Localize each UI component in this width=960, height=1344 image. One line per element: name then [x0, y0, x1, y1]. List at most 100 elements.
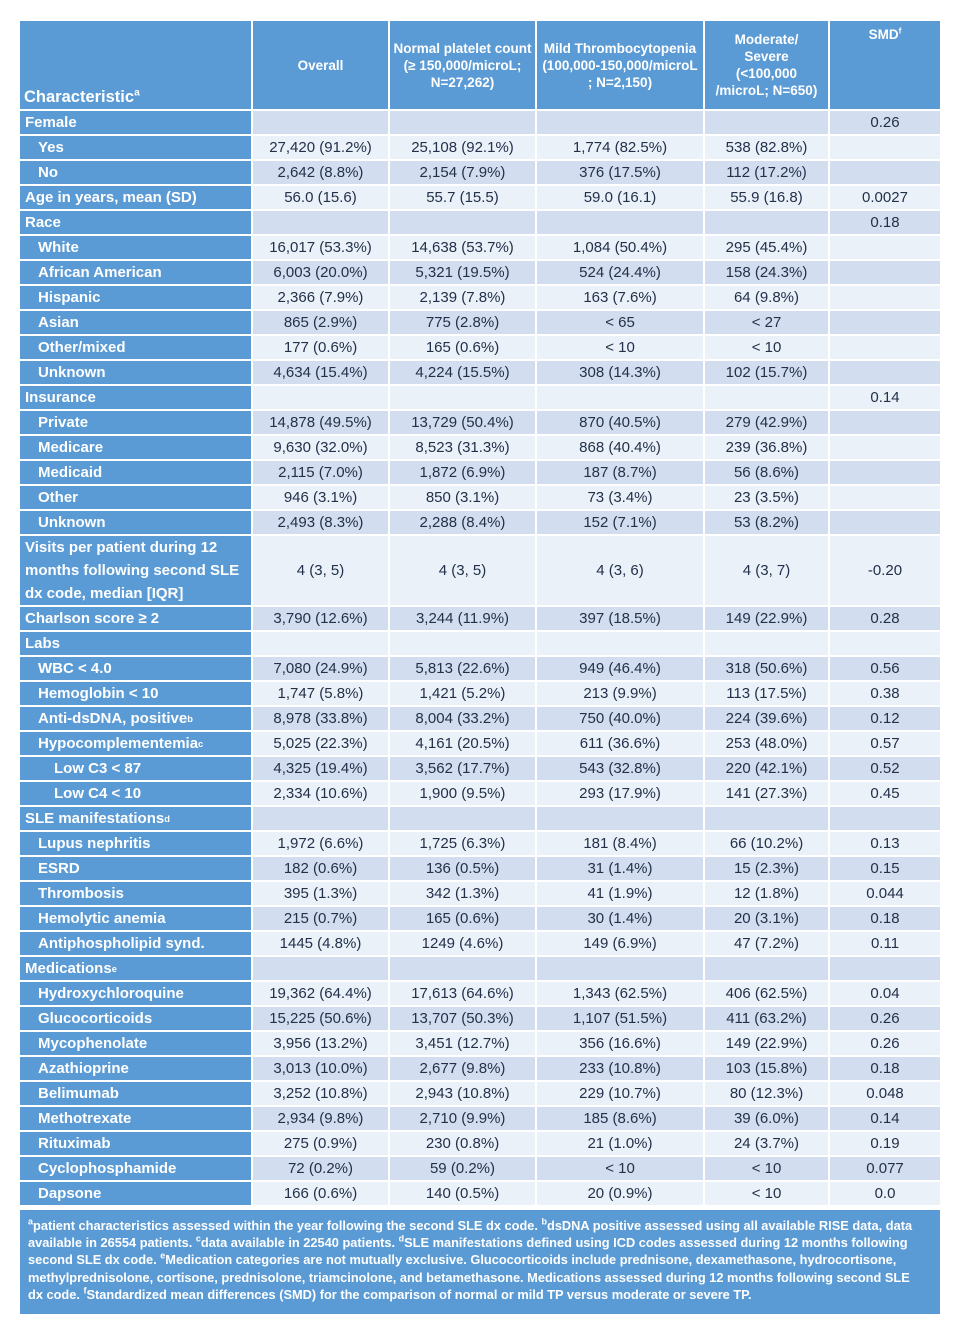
table-row: Thrombosis 395 (1.3%) 342 (1.3%) 41 (1.9%) 1… [20, 882, 940, 907]
data-cell: 103 (15.8%) [705, 1057, 830, 1082]
section-row: Labs [20, 632, 940, 657]
table-row: Other/mixed 177 (0.6%) 165 (0.6%) < 10 < 10 [20, 336, 940, 361]
data-cell: 224 (39.6%) [705, 707, 830, 732]
data-cell: 4 (3, 5) [390, 536, 537, 607]
row-label: Mycophenolate [20, 1032, 253, 1057]
data-cell [253, 211, 390, 236]
data-cell: 149 (6.9%) [537, 932, 705, 957]
row-label: Other/mixed [20, 336, 253, 361]
data-cell [537, 807, 705, 832]
data-cell [830, 311, 940, 336]
data-cell: 73 (3.4%) [537, 486, 705, 511]
data-cell [705, 111, 830, 136]
data-cell: 2,288 (8.4%) [390, 511, 537, 536]
data-cell: 1,725 (6.3%) [390, 832, 537, 857]
data-cell: 4 (3, 6) [537, 536, 705, 607]
data-cell: 113 (17.5%) [705, 682, 830, 707]
data-cell [705, 632, 830, 657]
data-cell: 0.45 [830, 782, 940, 807]
data-cell: 220 (42.1%) [705, 757, 830, 782]
row-label: Hypocomplementemia c [20, 732, 253, 757]
column-header-label: Overall [297, 57, 344, 73]
data-cell [537, 211, 705, 236]
data-cell: 80 (12.3%) [705, 1082, 830, 1107]
data-cell: 4 (3, 7) [705, 536, 830, 607]
row-label: Medications e [20, 957, 253, 982]
data-cell: 946 (3.1%) [253, 486, 390, 511]
table-row: Low C3 < 87 4,325 (19.4%) 3,562 (17.7%) 543… [20, 757, 940, 782]
data-cell [705, 807, 830, 832]
data-cell: 308 (14.3%) [537, 361, 705, 386]
row-label: Race [20, 211, 253, 236]
row-label: Thrombosis [20, 882, 253, 907]
data-cell [705, 211, 830, 236]
data-cell: 356 (16.6%) [537, 1032, 705, 1057]
column-header-label: Characteristic [24, 88, 135, 106]
footnote-text: Standardized mean differences (SMD) for … [86, 1286, 752, 1302]
data-cell: 0.14 [830, 1107, 940, 1132]
data-cell: 2,334 (10.6%) [253, 782, 390, 807]
data-cell: 275 (0.9%) [253, 1132, 390, 1157]
table-row: Unknown 2,493 (8.3%) 2,288 (8.4%) 152 (7.1%… [20, 511, 940, 536]
table-row: Dapsone 166 (0.6%) 140 (0.5%) 20 (0.9%) < 10… [20, 1182, 940, 1207]
row-label: Other [20, 486, 253, 511]
data-cell: 8,004 (33.2%) [390, 707, 537, 732]
table-row: African American 6,003 (20.0%) 5,321 (19.5… [20, 261, 940, 286]
row-label: Yes [20, 136, 253, 161]
data-cell [830, 436, 940, 461]
data-cell: 295 (45.4%) [705, 236, 830, 261]
data-cell: 4,224 (15.5%) [390, 361, 537, 386]
data-cell: < 10 [705, 1157, 830, 1182]
data-cell: 2,943 (10.8%) [390, 1082, 537, 1107]
data-cell: 8,523 (31.3%) [390, 436, 537, 461]
data-cell [830, 632, 940, 657]
data-cell [705, 957, 830, 982]
data-cell: 850 (3.1%) [390, 486, 537, 511]
data-cell: 13,707 (50.3%) [390, 1007, 537, 1032]
row-label: Charlson score ≥ 2 [20, 607, 253, 632]
data-cell [830, 286, 940, 311]
data-cell: 0.57 [830, 732, 940, 757]
data-cell: 213 (9.9%) [537, 682, 705, 707]
data-cell: 411 (63.2%) [705, 1007, 830, 1032]
data-cell: 8,978 (33.8%) [253, 707, 390, 732]
table-row: Rituximab 275 (0.9%) 230 (0.8%) 21 (1.0%) 24… [20, 1132, 940, 1157]
data-cell: < 10 [537, 1157, 705, 1182]
footnote-marker-f: f [83, 1285, 87, 1296]
row-label: No [20, 161, 253, 186]
column-header-moderate-severe: Moderate/ Severe (<100,000 /microL; N=65… [705, 21, 830, 111]
data-cell: 1,421 (5.2%) [390, 682, 537, 707]
table-row: Azathioprine 3,013 (10.0%) 2,677 (9.8%) 233… [20, 1057, 940, 1082]
data-cell: 2,139 (7.8%) [390, 286, 537, 311]
column-header-smd: SMDf [830, 21, 940, 111]
data-cell: 3,562 (17.7%) [390, 757, 537, 782]
data-cell [390, 957, 537, 982]
row-label: Unknown [20, 361, 253, 386]
data-cell: 0.14 [830, 386, 940, 411]
footnote-text: Medication categories are not mutually e… [28, 1252, 910, 1302]
data-cell: 0.19 [830, 1132, 940, 1157]
data-cell: 1,107 (51.5%) [537, 1007, 705, 1032]
table-row: Methotrexate 2,934 (9.8%) 2,710 (9.9%) 185 … [20, 1107, 940, 1132]
data-cell [537, 386, 705, 411]
data-cell: 15 (2.3%) [705, 857, 830, 882]
data-cell: 20 (0.9%) [537, 1182, 705, 1207]
data-cell: 6,003 (20.0%) [253, 261, 390, 286]
data-cell: 868 (40.4%) [537, 436, 705, 461]
table-row: WBC < 4.0 7,080 (24.9%) 5,813 (22.6%) 949 (… [20, 657, 940, 682]
data-cell [253, 807, 390, 832]
footnote-text: data available in 22540 patients. [200, 1235, 399, 1251]
data-cell: 0.18 [830, 907, 940, 932]
data-cell: 2,677 (9.8%) [390, 1057, 537, 1082]
row-label: Anti-dsDNA, positive b [20, 707, 253, 732]
row-label: SLE manifestations d [20, 807, 253, 832]
characteristics-table: Characteristica Overall Normal platelet … [20, 21, 940, 1207]
column-header-mild-thrombocytopenia: Mild Thrombocytopenia (100,000-150,000/m… [537, 21, 705, 111]
data-cell [390, 211, 537, 236]
section-row: SLE manifestations d [20, 807, 940, 832]
data-cell [253, 386, 390, 411]
column-header-label: Mild Thrombocytopenia (100,000-150,000/m… [542, 40, 698, 90]
data-cell: 3,013 (10.0%) [253, 1057, 390, 1082]
data-cell: 230 (0.8%) [390, 1132, 537, 1157]
